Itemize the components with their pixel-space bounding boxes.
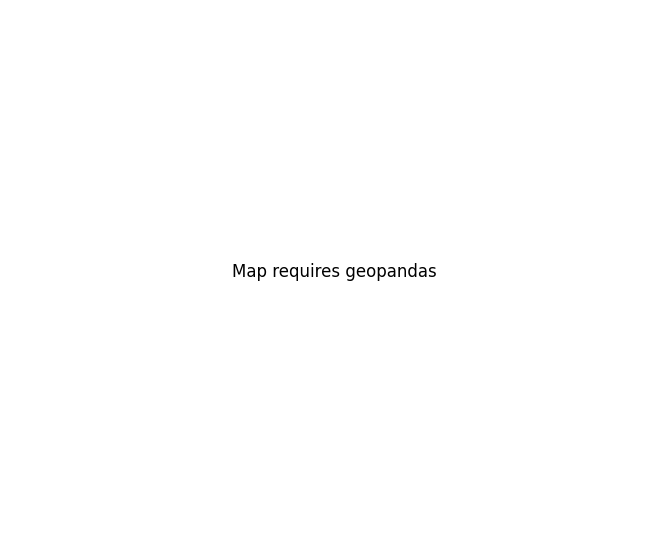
Text: Map requires geopandas: Map requires geopandas bbox=[231, 263, 437, 281]
